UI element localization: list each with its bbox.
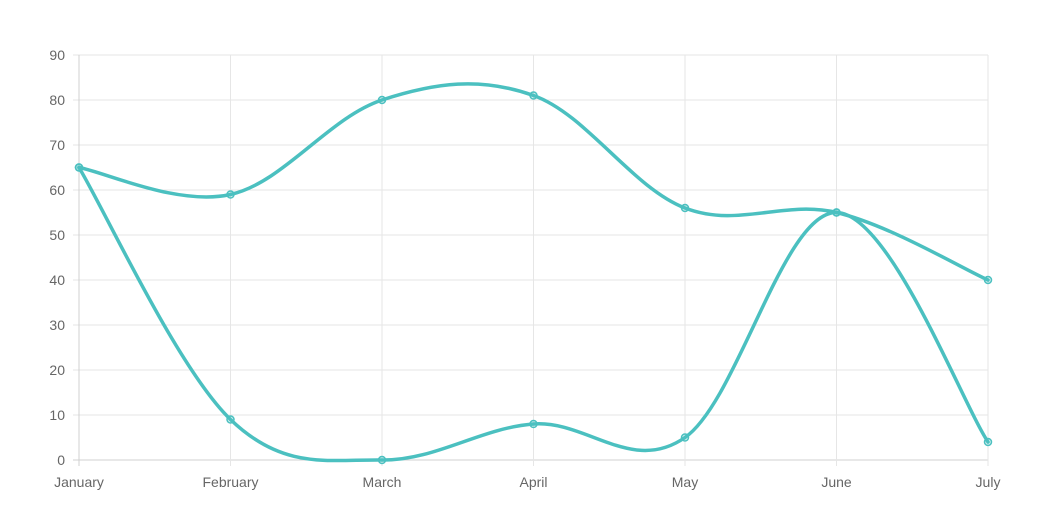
series-layer	[74, 82, 993, 465]
data-point[interactable]	[680, 203, 690, 213]
y-tick-label: 80	[49, 92, 65, 108]
data-point[interactable]	[377, 95, 387, 105]
data-point[interactable]	[377, 455, 387, 465]
y-tick-label: 10	[49, 407, 65, 423]
data-point[interactable]	[832, 208, 841, 217]
x-tick-label: June	[821, 474, 852, 490]
y-tick-label: 40	[49, 272, 65, 288]
x-tick-label: March	[363, 474, 402, 490]
data-point[interactable]	[74, 163, 84, 172]
x-tick-label: April	[519, 474, 547, 490]
y-tick-label: 50	[49, 227, 65, 243]
y-tick-label: 70	[49, 137, 65, 153]
data-point[interactable]	[529, 91, 538, 100]
x-tick-label: February	[202, 474, 258, 490]
data-point[interactable]	[226, 190, 235, 199]
y-tick-label: 0	[57, 452, 65, 468]
data-point[interactable]	[226, 415, 235, 424]
y-tick-label: 30	[49, 317, 65, 333]
y-tick-label: 60	[49, 182, 65, 198]
y-tick-label: 20	[49, 362, 65, 378]
x-tick-label: January	[54, 474, 104, 490]
axes: 0 10 20 30 40 50 60 70 80 90 January February March A…	[49, 47, 1000, 490]
x-tick-label: May	[672, 474, 698, 490]
series-line	[77, 165, 990, 463]
y-tick-label: 90	[49, 47, 65, 63]
grid	[73, 54, 989, 466]
series-2	[74, 163, 993, 465]
data-point[interactable]	[529, 419, 538, 429]
data-point[interactable]	[983, 437, 993, 447]
data-point[interactable]	[983, 275, 993, 285]
data-point[interactable]	[680, 433, 690, 442]
x-tick-label: July	[976, 474, 1001, 490]
